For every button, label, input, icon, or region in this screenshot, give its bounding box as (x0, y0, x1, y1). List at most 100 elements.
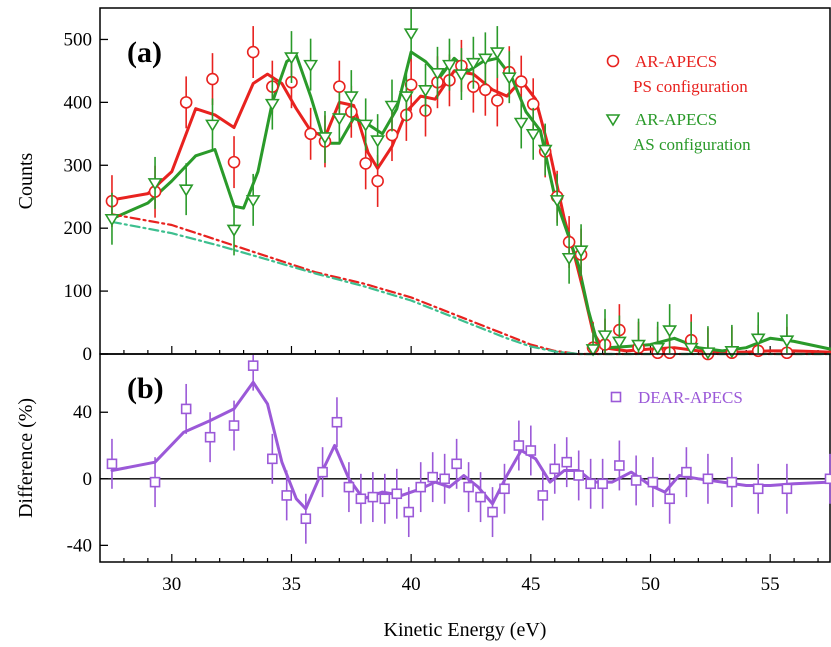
panel-b-data-point-square (549, 463, 561, 475)
panel-b-dear-fit-line (110, 380, 831, 511)
panel-b-data-point-square (597, 478, 608, 490)
panel-a-data-point-triangle-down (683, 342, 699, 356)
panel-a-data-point-circle (371, 174, 384, 188)
panel-a-data-point-triangle-down (779, 335, 795, 348)
panel-a-data-point-triangle-down (585, 344, 601, 357)
panel-a-legend-label: AR-APECS (635, 52, 717, 71)
panel-a-data-point-triangle-down (465, 57, 481, 71)
panel-b-y-tick-label: -40 (67, 535, 92, 556)
x-axis: 30 35 40 45 50 55 (162, 574, 779, 595)
panel-a-data-point-triangle-down (264, 98, 280, 112)
panel-a-data-point-triangle-down (384, 100, 400, 114)
panel-a-legend: AR-APECS PS configuration AR-APECS AS confi… (605, 52, 751, 154)
panel-b-legend-label: DEAR-APECS (638, 388, 743, 407)
panel-a-data-point-circle (333, 80, 346, 93)
panel-b-data-point-square (585, 478, 596, 490)
panel-a-y-tick-label: 500 (64, 29, 93, 50)
panel-a-y-tick-label: 100 (64, 281, 93, 302)
panel-a-data-point-triangle-down (398, 91, 414, 104)
panel-b-data-point-square (427, 471, 438, 483)
panel-b-data-point-square (537, 490, 549, 501)
panel-a-y-tick-label: 300 (64, 155, 93, 176)
panel-b-data-point-square (300, 513, 312, 525)
panel-b-data-point-square (367, 491, 379, 503)
panel-b-y-axis-title: Difference (%) (15, 398, 37, 518)
panel-b-marks: -40 0 40 (67, 355, 831, 562)
panel-b-data-point-square (331, 416, 343, 428)
panel-a-data-point-circle (206, 72, 219, 86)
panel-b-data-point-square (317, 466, 328, 478)
panel-a-data-point-triangle-down (489, 47, 505, 60)
panel-b-data-point-square (451, 458, 462, 470)
x-tick-label: 35 (282, 574, 301, 595)
panel-b-legend-marker-square (610, 391, 622, 403)
x-tick-label: 40 (402, 574, 421, 595)
panel-a-data-point-triangle-down (453, 69, 469, 82)
panel-b-data-point-square (573, 470, 584, 481)
panel-a-data-point-circle (514, 75, 528, 88)
panel-a-ps-fit-line (110, 69, 831, 354)
panel-b-y-tick-label: 0 (83, 469, 93, 490)
panel-b-data-point-square (355, 493, 367, 505)
panel-a-frame (99, 7, 831, 355)
panel-a-data-point-triangle-down (549, 195, 565, 208)
panel-b-label: (b) (127, 372, 164, 405)
panel-b-legend: DEAR-APECS (610, 388, 743, 407)
panel-b-data-point-square (180, 403, 192, 415)
panel-a-y-tick-label: 400 (64, 92, 93, 113)
panel-a-data-point-triangle-down (477, 53, 493, 66)
panel-a-data-point-triangle-down (418, 84, 433, 98)
panel-a-data-point-triangle-down (724, 346, 740, 359)
panel-a-data-point-triangle-down (358, 119, 374, 132)
panel-a-data-point-triangle-down (317, 132, 333, 145)
panel-a-data-point-triangle-down (303, 59, 319, 73)
panel-a-as-fit-line (110, 50, 831, 353)
panel-a-legend-sublabel: AS configuration (633, 135, 751, 154)
panel-b-data-point-square (647, 476, 659, 488)
panel-b-data-point-square (781, 483, 793, 495)
x-tick-label: 30 (162, 574, 181, 595)
panel-b-data-point-square (247, 360, 259, 371)
x-tick-label: 55 (761, 574, 780, 595)
panel-a-data-point-triangle-down (430, 67, 445, 81)
panel-a-y-tick-label: 0 (83, 344, 93, 365)
panel-b-data-point-square (267, 453, 278, 465)
panel-a-y-tick-label: 200 (64, 218, 93, 239)
panel-a-data-point-triangle-down (611, 336, 627, 349)
panel-a-y-axis-title: Counts (15, 152, 37, 209)
x-tick-label: 50 (641, 574, 660, 595)
panel-a-data-point-triangle-down (370, 135, 386, 148)
panel-a-marks: 0 100 200 300 400 500 (64, 9, 831, 365)
panel-a-data-point-triangle-down (226, 224, 242, 237)
panel-b-data-point-square (391, 488, 403, 500)
panel-a-ps-background-line (110, 213, 831, 356)
panel-a-data-point-triangle-down (662, 325, 678, 338)
panel-a-as-background-line (110, 220, 831, 356)
panel-a-data-point-circle (479, 83, 492, 97)
panel-b-data-point-square (475, 491, 486, 503)
panel-a-label: (a) (127, 36, 162, 69)
panel-b-data-point-square (343, 481, 355, 493)
panel-a-data-point-triangle-down (631, 339, 646, 353)
panel-b-data-point-square (702, 473, 714, 485)
panel-b-data-point-square (681, 466, 692, 478)
panel-a-data-point-triangle-down (147, 178, 163, 191)
panel-b-data-point-square (630, 475, 642, 486)
panel-b-data-point-square (149, 476, 161, 488)
panel-a-data-point-triangle-down (561, 252, 577, 266)
panel-b-data-point-square (439, 473, 450, 485)
panel-b-data-point-square (379, 493, 391, 505)
panel-a-data-point-circle (227, 155, 241, 169)
panel-a-data-point-triangle-down (205, 119, 220, 132)
panel-a-data-point-triangle-down (442, 59, 457, 73)
panel-b: -40 0 40 (b) Difference (%) DEAR-APECS (15, 353, 831, 563)
panel-a: 0 100 200 300 400 500 (a) Counts AR-APECS PS c… (15, 7, 831, 365)
panel-a-data-point-triangle-down (331, 113, 347, 126)
panel-b-data-point-square (204, 431, 216, 443)
panel-a-data-point-triangle-down (750, 333, 766, 346)
panel-a-legend-label: AR-APECS (635, 110, 717, 129)
panel-a-data-point-triangle-down (403, 28, 419, 41)
panel-b-data-point-square (463, 481, 474, 493)
panel-b-data-point-square (561, 456, 573, 468)
